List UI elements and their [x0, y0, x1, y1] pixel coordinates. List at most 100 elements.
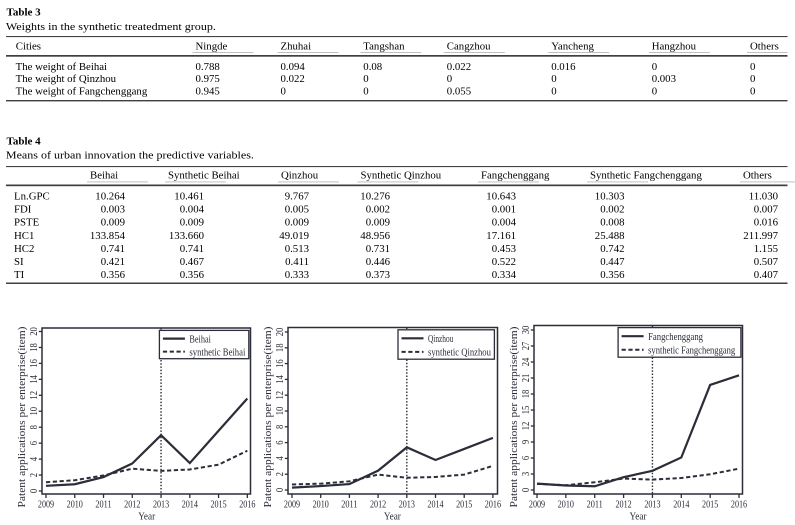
svg-text:0.004: 0.004: [180, 204, 205, 216]
svg-text:Patent applications per enterp: Patent applications per enterprise(item): [262, 326, 274, 507]
svg-text:4: 4: [29, 457, 40, 461]
svg-text:Yancheng: Yancheng: [551, 41, 594, 53]
svg-text:18: 18: [521, 390, 532, 399]
svg-text:Year: Year: [630, 512, 648, 523]
svg-text:0.333: 0.333: [285, 269, 309, 281]
svg-text:0.003: 0.003: [652, 73, 676, 85]
svg-text:14: 14: [29, 375, 40, 384]
svg-text:2: 2: [29, 473, 40, 477]
svg-text:2012: 2012: [124, 500, 140, 511]
svg-text:8: 8: [275, 425, 286, 429]
svg-text:2: 2: [275, 472, 286, 476]
svg-text:0.731: 0.731: [366, 243, 390, 255]
svg-text:6: 6: [521, 456, 532, 460]
svg-text:Ln.GPC: Ln.GPC: [14, 191, 50, 203]
svg-text:Synthetic Beihai: Synthetic Beihai: [168, 169, 240, 181]
svg-text:Fangchenggang: Fangchenggang: [481, 169, 550, 181]
svg-text:10.643: 10.643: [486, 191, 516, 203]
svg-text:0.407: 0.407: [754, 269, 779, 281]
svg-text:0.055: 0.055: [447, 86, 471, 98]
svg-text:0.742: 0.742: [600, 243, 624, 255]
svg-text:16: 16: [29, 359, 40, 368]
svg-text:0.446: 0.446: [366, 256, 391, 268]
svg-text:10.264: 10.264: [95, 191, 125, 203]
svg-text:Synthetic Fangchenggang: Synthetic Fangchenggang: [590, 169, 702, 181]
svg-text:0: 0: [750, 73, 755, 85]
svg-text:25.488: 25.488: [595, 230, 625, 242]
svg-text:2015: 2015: [702, 500, 718, 511]
svg-text:0.356: 0.356: [600, 269, 625, 281]
svg-text:0.009: 0.009: [101, 217, 125, 229]
svg-text:Hangzhou: Hangzhou: [652, 41, 697, 53]
svg-text:Synthetic Qinzhou: Synthetic Qinzhou: [361, 169, 442, 181]
svg-text:Zhuhai: Zhuhai: [281, 41, 312, 53]
svg-text:133.660: 133.660: [169, 230, 204, 242]
svg-text:2016: 2016: [239, 500, 255, 511]
svg-text:0.334: 0.334: [492, 269, 517, 281]
svg-text:0.001: 0.001: [492, 204, 516, 216]
svg-text:0.003: 0.003: [101, 204, 125, 216]
svg-text:2011: 2011: [341, 500, 357, 511]
svg-text:Year: Year: [138, 512, 156, 523]
svg-text:12: 12: [29, 391, 40, 400]
svg-text:Weights in the synthetic treat: Weights in the synthetic treatedment gro…: [6, 21, 216, 33]
svg-text:0.467: 0.467: [180, 256, 205, 268]
svg-text:Qinzhou: Qinzhou: [281, 169, 319, 181]
svg-text:Table 4: Table 4: [7, 136, 42, 148]
svg-text:20: 20: [29, 327, 40, 336]
svg-text:10.276: 10.276: [360, 191, 390, 203]
svg-text:0.008: 0.008: [600, 217, 624, 229]
svg-text:0: 0: [521, 488, 532, 492]
svg-text:HC1: HC1: [14, 230, 34, 242]
svg-text:0.016: 0.016: [754, 217, 779, 229]
svg-text:10: 10: [275, 407, 286, 416]
svg-text:0.08: 0.08: [363, 61, 382, 73]
svg-text:Table 3: Table 3: [7, 7, 42, 19]
svg-text:0.005: 0.005: [285, 204, 309, 216]
svg-text:2010: 2010: [67, 500, 83, 511]
svg-text:0.522: 0.522: [492, 256, 516, 268]
svg-text:6: 6: [29, 441, 40, 445]
svg-text:20: 20: [275, 328, 286, 337]
svg-text:211.997: 211.997: [743, 230, 778, 242]
svg-text:17.161: 17.161: [486, 230, 516, 242]
svg-text:10: 10: [29, 407, 40, 416]
svg-text:30: 30: [521, 326, 532, 335]
svg-text:24: 24: [521, 358, 532, 367]
svg-text:18: 18: [29, 343, 40, 352]
svg-text:0.411: 0.411: [285, 256, 309, 268]
svg-text:Others: Others: [743, 169, 772, 181]
svg-text:6: 6: [275, 440, 286, 444]
svg-text:0.009: 0.009: [285, 217, 309, 229]
svg-text:2015: 2015: [210, 500, 226, 511]
svg-text:Ningde: Ningde: [196, 41, 228, 53]
svg-text:0.016: 0.016: [551, 61, 576, 73]
svg-text:0.447: 0.447: [600, 256, 625, 268]
svg-text:18: 18: [275, 344, 286, 353]
svg-text:0.356: 0.356: [180, 269, 205, 281]
svg-text:0: 0: [363, 73, 368, 85]
svg-text:0.022: 0.022: [447, 61, 471, 73]
svg-text:Year: Year: [384, 512, 402, 523]
svg-text:2009: 2009: [38, 500, 54, 511]
svg-text:14: 14: [275, 375, 286, 384]
svg-text:0: 0: [275, 488, 286, 492]
svg-text:16: 16: [275, 359, 286, 368]
svg-text:2016: 2016: [485, 500, 501, 511]
svg-text:10.461: 10.461: [174, 191, 204, 203]
svg-text:0.421: 0.421: [101, 256, 125, 268]
svg-text:0: 0: [750, 86, 755, 98]
svg-text:11.030: 11.030: [749, 191, 778, 203]
svg-text:The weight of Beihai: The weight of Beihai: [16, 61, 107, 73]
svg-text:0.094: 0.094: [281, 61, 306, 73]
svg-text:PSTE: PSTE: [14, 217, 40, 229]
svg-text:49.019: 49.019: [279, 230, 309, 242]
svg-text:2009: 2009: [529, 500, 545, 511]
svg-text:0.513: 0.513: [285, 243, 309, 255]
svg-text:0.356: 0.356: [101, 269, 126, 281]
svg-text:0.788: 0.788: [196, 61, 220, 73]
svg-text:Means of urban innovation the: Means of urban innovation the predictive…: [6, 149, 254, 161]
svg-text:0: 0: [281, 86, 286, 98]
svg-text:synthetic Qinzhou: synthetic Qinzhou: [428, 348, 491, 359]
svg-text:0.002: 0.002: [600, 204, 624, 216]
